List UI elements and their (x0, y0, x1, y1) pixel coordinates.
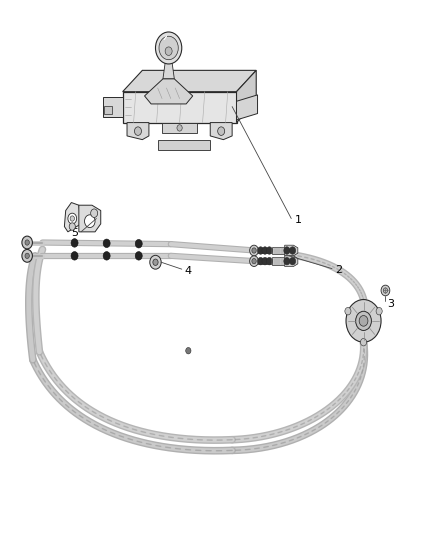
Circle shape (346, 300, 381, 342)
Circle shape (186, 348, 191, 354)
Circle shape (85, 215, 95, 228)
Circle shape (135, 239, 142, 248)
Circle shape (177, 125, 182, 131)
Polygon shape (145, 79, 193, 104)
Circle shape (103, 252, 110, 260)
Circle shape (22, 236, 32, 249)
Circle shape (153, 259, 158, 265)
Circle shape (284, 247, 290, 254)
Text: 2: 2 (335, 265, 342, 274)
Polygon shape (127, 123, 149, 140)
Text: 3: 3 (388, 299, 395, 309)
Circle shape (262, 257, 268, 265)
Circle shape (383, 288, 388, 293)
Circle shape (360, 338, 367, 346)
Circle shape (68, 213, 77, 224)
Circle shape (103, 239, 110, 247)
Circle shape (266, 257, 272, 265)
Circle shape (25, 253, 29, 259)
Circle shape (150, 255, 161, 269)
Polygon shape (237, 70, 256, 123)
Polygon shape (237, 95, 258, 120)
Text: 5: 5 (71, 229, 78, 238)
Circle shape (250, 256, 258, 266)
Polygon shape (104, 106, 112, 114)
Circle shape (356, 311, 371, 330)
Circle shape (155, 32, 182, 64)
Circle shape (345, 308, 351, 315)
Circle shape (250, 245, 258, 256)
Circle shape (22, 249, 32, 262)
Circle shape (252, 259, 256, 264)
Polygon shape (285, 245, 298, 256)
Circle shape (165, 47, 172, 55)
Polygon shape (123, 92, 237, 123)
Circle shape (25, 240, 29, 245)
Circle shape (218, 127, 225, 135)
Circle shape (262, 247, 268, 254)
Circle shape (71, 239, 78, 247)
Circle shape (290, 257, 296, 265)
Polygon shape (163, 63, 174, 79)
Circle shape (71, 252, 78, 260)
Polygon shape (162, 123, 197, 133)
Polygon shape (79, 205, 101, 232)
Circle shape (134, 127, 141, 135)
Circle shape (159, 36, 178, 60)
Circle shape (266, 247, 272, 254)
Polygon shape (258, 259, 272, 264)
Polygon shape (210, 123, 232, 140)
Circle shape (258, 247, 264, 254)
Text: 4: 4 (184, 266, 191, 276)
Circle shape (290, 247, 296, 254)
Polygon shape (103, 97, 123, 117)
Polygon shape (272, 257, 285, 265)
Polygon shape (272, 247, 285, 254)
Text: 1: 1 (294, 215, 301, 224)
Circle shape (376, 308, 382, 315)
Circle shape (135, 252, 142, 260)
Polygon shape (285, 256, 298, 266)
Polygon shape (123, 70, 256, 92)
Polygon shape (64, 203, 81, 232)
Circle shape (70, 216, 74, 221)
Circle shape (69, 223, 75, 230)
Circle shape (252, 248, 256, 253)
Circle shape (381, 285, 390, 296)
Circle shape (258, 257, 264, 265)
Circle shape (284, 257, 290, 265)
Circle shape (91, 209, 98, 217)
Circle shape (359, 316, 368, 326)
Polygon shape (158, 140, 210, 150)
Polygon shape (258, 248, 272, 253)
